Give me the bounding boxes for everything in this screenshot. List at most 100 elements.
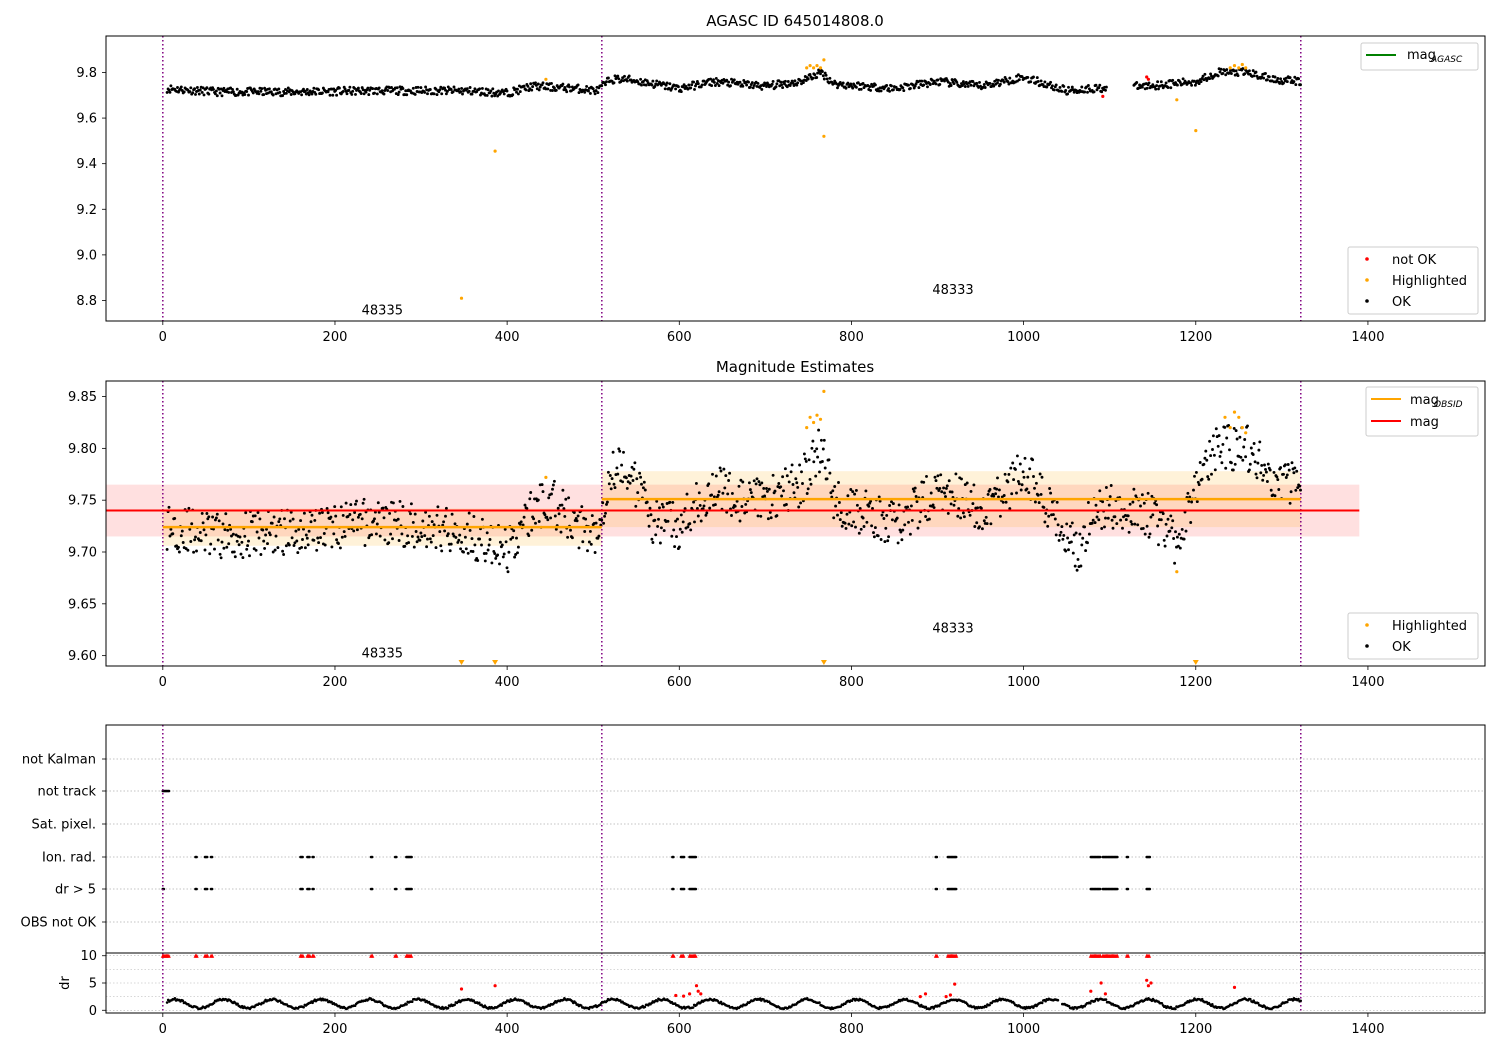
- dr-not-ok-point: [1103, 992, 1107, 996]
- top-ok-point: [1052, 88, 1056, 92]
- middle-ok-point: [837, 481, 840, 484]
- middle-ok-point: [1186, 491, 1190, 495]
- middle-ok-point: [414, 530, 418, 533]
- top-ok-point: [1020, 75, 1024, 79]
- middle-ok-point: [1265, 480, 1269, 483]
- middle-ok-point: [755, 477, 759, 481]
- dr-point: [691, 1006, 695, 1009]
- middle-ok-point: [300, 545, 304, 549]
- top-ok-point: [449, 88, 453, 91]
- middle-ok-point: [188, 527, 192, 531]
- top-ok-point: [715, 81, 719, 85]
- dr-point: [1279, 1004, 1282, 1008]
- middle-ok-point: [353, 511, 357, 514]
- top-ok-point: [868, 85, 872, 89]
- middle-ok-point: [410, 534, 414, 538]
- middle-ok-point: [641, 486, 645, 490]
- middle-ok-point: [227, 542, 231, 546]
- middle-ok-point: [730, 514, 733, 517]
- flag-point: [1098, 887, 1102, 891]
- top-ok-point: [636, 80, 640, 84]
- middle-ok-point: [864, 489, 868, 493]
- middle-ok-point: [1127, 530, 1131, 534]
- flag-point: [205, 855, 209, 859]
- top-ok-point: [780, 83, 784, 87]
- middle-ok-point: [943, 491, 946, 495]
- middle-ok-point: [1140, 493, 1144, 497]
- middle-ok-point: [536, 498, 540, 502]
- top-ok-point: [284, 91, 288, 95]
- top-ok-point: [856, 81, 860, 85]
- middle-ok-point: [986, 492, 990, 496]
- middle-ok-point: [498, 562, 501, 566]
- middle-ok-point: [660, 502, 664, 506]
- top-ok-point: [467, 89, 471, 93]
- middle-ok-point: [668, 500, 672, 504]
- top-ok-point: [693, 87, 696, 91]
- middle-ok-point: [1040, 475, 1044, 479]
- middle-ok-point: [1234, 429, 1238, 433]
- middle-ok-point: [231, 532, 235, 536]
- middle-ok-point: [1241, 458, 1245, 462]
- middle-ok-point: [409, 512, 412, 516]
- middle-ytick-label: 9.60: [68, 649, 97, 664]
- top-ok-point: [702, 79, 706, 83]
- middle-ok-point: [1061, 537, 1065, 541]
- top-ok-point: [1154, 87, 1158, 91]
- top-ok-point: [331, 93, 335, 97]
- middle-ok-point: [962, 515, 966, 519]
- middle-ok-point: [662, 529, 666, 533]
- middle-ok-point: [1146, 491, 1150, 495]
- top-ok-point: [1054, 83, 1058, 87]
- flag-point: [954, 887, 958, 891]
- top-ok-point: [413, 92, 417, 96]
- middle-ok-point: [360, 517, 364, 521]
- middle-ok-point: [1104, 516, 1107, 520]
- middle-highlighted-point: [805, 426, 809, 430]
- top-ok-point: [219, 87, 223, 91]
- middle-ok-point: [865, 520, 869, 524]
- top-xtick-label: 200: [323, 330, 348, 345]
- middle-ok-point: [272, 515, 276, 519]
- middle-ok-point: [1172, 537, 1176, 540]
- top-ok-point: [1203, 72, 1207, 76]
- top-ok-point: [526, 84, 530, 88]
- top-not-ok-point: [1145, 75, 1149, 79]
- middle-ok-point: [995, 487, 999, 491]
- middle-ok-point: [343, 534, 347, 538]
- middle-ok-point: [546, 518, 550, 522]
- middle-ok-point: [1283, 463, 1287, 467]
- top-ok-point: [257, 92, 261, 96]
- middle-ok-point: [276, 546, 280, 550]
- middle-ok-point: [1263, 463, 1266, 467]
- top-ok-point: [1196, 79, 1200, 83]
- top-ok-point: [1234, 69, 1238, 73]
- middle-ok-point: [839, 511, 843, 515]
- dr-capped-marker: [370, 953, 375, 958]
- top-ok-point: [197, 92, 201, 96]
- middle-ok-point: [1019, 488, 1023, 492]
- middle-ok-point: [1141, 526, 1145, 530]
- middle-ok-point: [509, 537, 513, 541]
- middle-ok-point: [1220, 461, 1224, 465]
- middle-ok-point: [954, 472, 958, 476]
- middle-highlighted-point: [1175, 570, 1179, 574]
- middle-ok-point: [933, 475, 937, 479]
- middle-ok-point: [382, 516, 386, 520]
- top-highlighted-point: [1237, 66, 1241, 70]
- middle-ok-point: [749, 491, 753, 495]
- middle-ok-point: [798, 463, 802, 467]
- middle-ok-point: [1188, 495, 1192, 499]
- middle-ok-point: [403, 544, 407, 548]
- middle-ok-point: [1124, 518, 1128, 522]
- middle-ok-point: [440, 549, 444, 553]
- top-ok-point: [1087, 87, 1091, 91]
- middle-ok-point: [165, 547, 169, 551]
- middle-ok-point: [601, 501, 605, 505]
- middle-ok-point: [299, 519, 303, 523]
- top-ok-point: [712, 78, 715, 82]
- middle-ok-point: [696, 514, 700, 518]
- middle-ok-point: [1011, 461, 1015, 465]
- middle-ok-point: [927, 517, 931, 521]
- middle-ok-point: [656, 524, 660, 528]
